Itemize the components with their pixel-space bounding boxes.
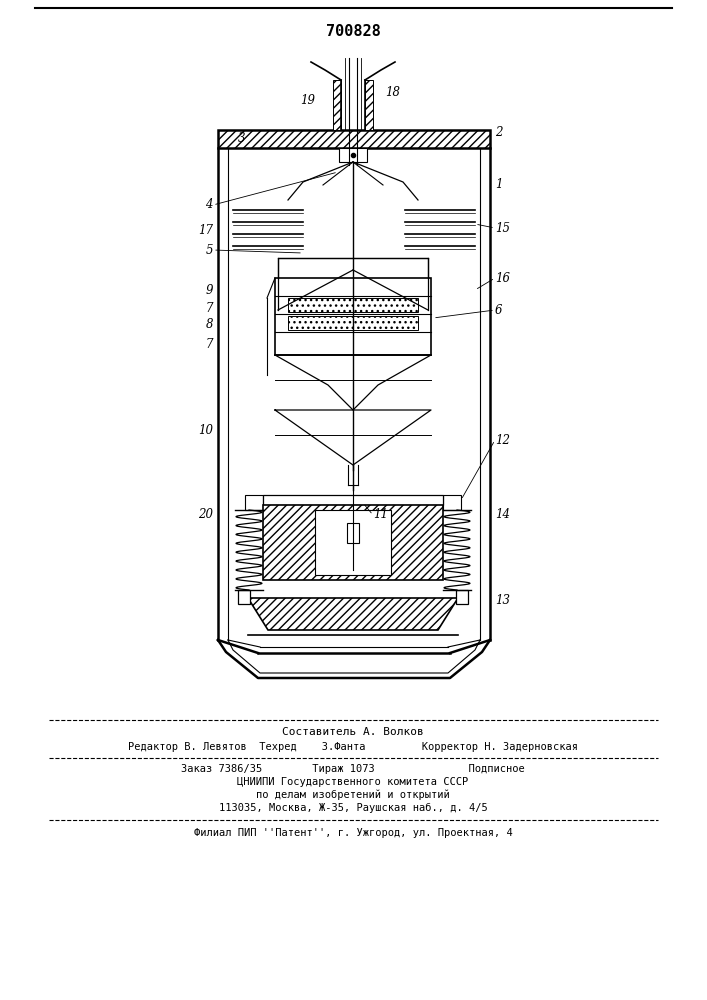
Polygon shape	[365, 80, 373, 130]
Text: ЦНИИПИ Государственного комитета СССР: ЦНИИПИ Государственного комитета СССР	[238, 777, 469, 787]
Text: по делам изобретений и открытий: по делам изобретений и открытий	[256, 790, 450, 800]
Text: 14: 14	[495, 508, 510, 522]
Text: 7: 7	[206, 302, 213, 314]
Polygon shape	[333, 80, 341, 130]
Text: Филиал ПИП ''Патент'', г. Ужгород, ул. Проектная, 4: Филиал ПИП ''Патент'', г. Ужгород, ул. П…	[194, 828, 513, 838]
Bar	[263, 505, 443, 580]
Text: 16: 16	[495, 271, 510, 284]
Text: 5: 5	[206, 243, 213, 256]
Text: 7: 7	[206, 338, 213, 352]
Text: 700828: 700828	[326, 24, 380, 39]
Polygon shape	[248, 598, 458, 630]
Text: 113035, Москва, Ж-35, Раушская наб., д. 4/5: 113035, Москва, Ж-35, Раушская наб., д. …	[218, 803, 487, 813]
Text: 19: 19	[300, 94, 315, 106]
Bar	[339, 148, 367, 162]
Text: 2: 2	[495, 125, 503, 138]
Text: 13: 13	[495, 593, 510, 606]
Bar	[275, 278, 431, 355]
Text: 6: 6	[495, 304, 503, 316]
Text: 9: 9	[206, 284, 213, 296]
Text: 11: 11	[373, 508, 388, 522]
Text: Заказ 7386/35        Тираж 1073               Подписное: Заказ 7386/35 Тираж 1073 Подписное	[181, 764, 525, 774]
Bar	[245, 495, 263, 510]
Text: 12: 12	[495, 434, 510, 446]
Bar	[443, 495, 461, 510]
Text: Составитель А. Волков: Составитель А. Волков	[282, 727, 424, 737]
Text: 8: 8	[206, 318, 213, 332]
Text: 10: 10	[198, 424, 213, 436]
Text: 3: 3	[238, 131, 245, 144]
Bar	[288, 298, 418, 312]
Text: 20: 20	[198, 508, 213, 522]
Text: 4: 4	[206, 198, 213, 212]
Text: 17: 17	[198, 224, 213, 236]
Polygon shape	[218, 130, 490, 148]
Text: Редактор В. Левятов  Техред    З.Фанта         Корректор Н. Задерновская: Редактор В. Левятов Техред З.Фанта Корре…	[128, 742, 578, 752]
Bar	[347, 523, 359, 543]
Text: 18: 18	[385, 86, 400, 99]
Bar	[263, 495, 443, 505]
Bar	[315, 510, 391, 575]
Bar	[456, 590, 468, 604]
Text: 1: 1	[495, 178, 503, 192]
Bar	[238, 590, 250, 604]
Text: 15: 15	[495, 222, 510, 234]
Bar	[288, 316, 418, 330]
